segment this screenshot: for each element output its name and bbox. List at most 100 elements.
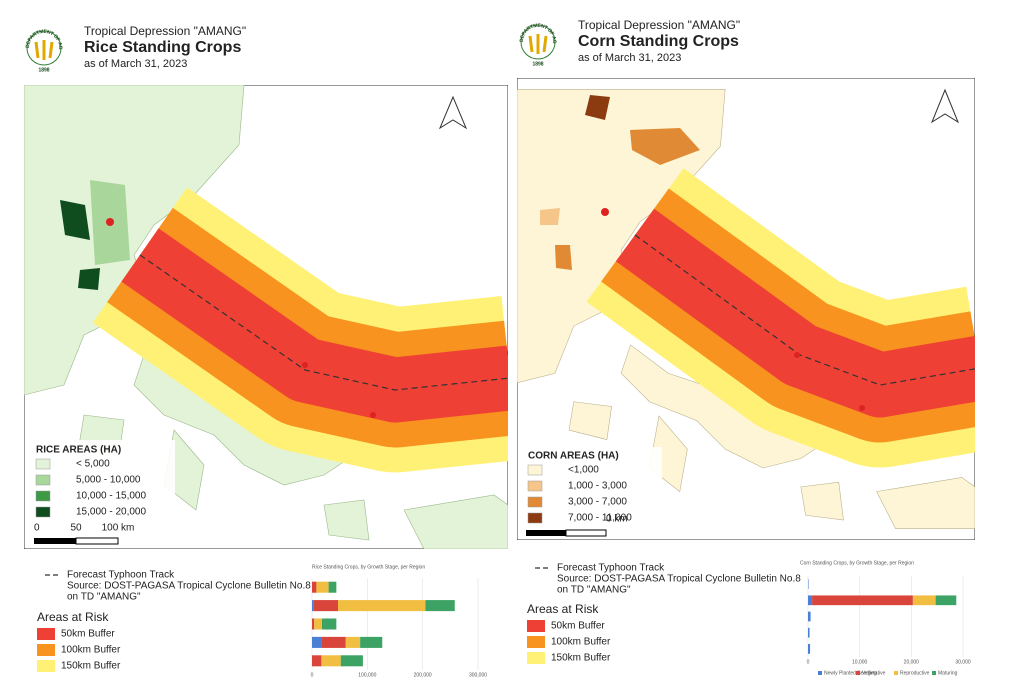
logo-grain [34, 40, 54, 60]
scale-bar [75, 537, 119, 545]
bar-segment [808, 644, 811, 654]
legend-label: 7,000 - 11,000 [568, 513, 632, 524]
logo: DEPARTMENT OF AGRICULTURE1898 [0, 0, 63, 73]
bar-segment [812, 595, 913, 606]
legend-label: Newly Planted/Seedling [824, 670, 877, 676]
bar-segment [312, 581, 317, 593]
map-left [24, 85, 508, 549]
legend-box [30, 440, 175, 548]
legend-swatch [35, 458, 51, 470]
header-subtitle: Tropical Depression "AMANG" [84, 24, 246, 38]
risk-label: 50km Buffer [551, 621, 605, 632]
risk-title: Areas at Risk [527, 602, 599, 616]
buffers [586, 168, 975, 468]
bar-segment [312, 655, 322, 667]
risk-label: 100km Buffer [551, 637, 611, 648]
x-tick-label: 100,000 [358, 672, 376, 678]
region [78, 268, 100, 290]
scale-bar [526, 530, 566, 536]
legend-swatch [894, 671, 898, 675]
track-source: on TD "AMANG" [557, 585, 631, 596]
track-source: on TD "AMANG" [67, 592, 141, 603]
bar-segment [425, 600, 455, 612]
legend-label: 3,000 - 7,000 [568, 497, 627, 508]
legend-label: Vegetative [862, 670, 886, 676]
bar-segment [808, 611, 811, 622]
scale-label: 0 [34, 523, 40, 534]
legend-label: 5,000 - 10,000 [76, 475, 141, 486]
bar-segment [328, 581, 337, 593]
north-arrow [930, 88, 960, 124]
header-subtitle: Tropical Depression "AMANG" [578, 18, 740, 32]
risk-swatch [527, 636, 545, 648]
scale-label: 0 km [606, 514, 628, 525]
legend-label: < 5,000 [76, 459, 110, 470]
region [60, 200, 90, 240]
legend-swatch [35, 474, 51, 486]
legend-label: 10,000 - 15,000 [76, 491, 146, 502]
bar-segment [360, 636, 383, 648]
buffers [92, 187, 508, 473]
x-tick-label: 10,000 [852, 659, 868, 665]
chart-title: Rice Standing Crops, by Growth Stage, pe… [312, 564, 425, 570]
region [540, 208, 560, 225]
city [859, 405, 865, 411]
bar-segment [316, 581, 329, 593]
risk-title: Areas at Risk [37, 610, 109, 624]
legend-swatch [856, 671, 860, 675]
city [106, 218, 114, 226]
scale-label: 50 [70, 523, 82, 534]
legend-label: 1,000 - 3,000 [568, 481, 627, 492]
header-title: Rice Standing Crops [84, 39, 241, 56]
header-date: as of March 31, 2023 [84, 58, 187, 70]
city [302, 362, 308, 368]
city [794, 352, 800, 358]
header-date: as of March 31, 2023 [578, 52, 681, 64]
x-tick-label: 0 [807, 659, 810, 665]
legend-label: <1,000 [568, 465, 599, 476]
map-legend-title: RICE AREAS (HA) [36, 445, 121, 456]
scale-bar [34, 538, 76, 544]
legend-label: 15,000 - 20,000 [76, 507, 146, 518]
x-tick-label: 30,000 [955, 659, 971, 665]
legend-box [522, 447, 662, 537]
x-tick-label: 300,000 [469, 672, 487, 678]
logo-year: 1898 [532, 61, 543, 67]
legend-label: Maturing [938, 670, 958, 676]
bar-segment [312, 600, 314, 612]
risk-swatch [37, 644, 55, 656]
bar-segment [312, 636, 322, 648]
track-source: Source: DOST-PAGASA Tropical Cyclone Bul… [67, 581, 311, 592]
scale-label: 100 km [102, 523, 135, 534]
track-label: Forecast Typhoon Track [67, 570, 175, 581]
risk-label: 150km Buffer [551, 653, 611, 664]
legend-label: Reproductive [900, 670, 930, 676]
risk-label: 150km Buffer [61, 661, 121, 672]
north-arrow [438, 95, 468, 130]
legend-swatch [527, 512, 543, 524]
bar-segment [345, 636, 361, 648]
risk-swatch [37, 628, 55, 640]
bar-segment [314, 618, 322, 630]
legend-swatch [527, 496, 543, 508]
bar-segment [313, 600, 339, 612]
city [370, 412, 376, 418]
map-right [517, 78, 975, 540]
legend-swatch [818, 671, 822, 675]
x-tick-label: 0 [311, 672, 314, 678]
logo-grain [528, 34, 548, 54]
legend-swatch [35, 506, 51, 518]
bar-segment [321, 636, 346, 648]
track-label: Forecast Typhoon Track [557, 563, 665, 574]
bar-segment [338, 600, 426, 612]
risk-label: 50km Buffer [61, 629, 115, 640]
region [555, 245, 572, 270]
legend-swatch [527, 480, 543, 492]
bar-segment [935, 595, 957, 606]
city [601, 208, 609, 216]
bar-segment [808, 627, 810, 638]
bar-segment [340, 655, 363, 667]
risk-swatch [527, 652, 545, 664]
bar-segment [321, 618, 337, 630]
